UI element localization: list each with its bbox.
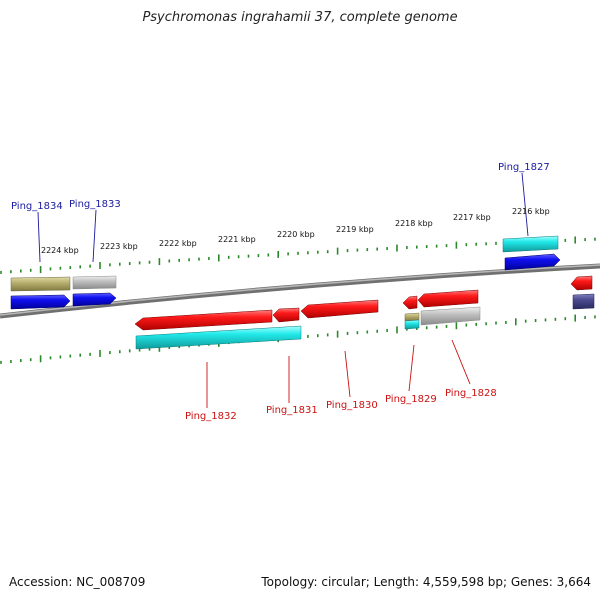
gene-feature-navy[interactable] <box>572 293 595 310</box>
gene-feature-gray[interactable] <box>72 275 117 290</box>
scale-label: 2222 kbp <box>159 239 197 248</box>
gene-leader-line <box>408 344 415 392</box>
scale-label: 2219 kbp <box>336 225 374 234</box>
gene-arrow-reverse[interactable] <box>402 295 418 310</box>
gene-arrow-forward[interactable] <box>504 253 561 271</box>
gene-feature-khaki[interactable] <box>10 276 71 292</box>
gene-feature-cyan[interactable] <box>404 319 420 330</box>
gene-feature-cyan[interactable] <box>502 235 559 253</box>
gene-arrow-reverse[interactable] <box>417 289 479 308</box>
accession-text: Accession: NC_008709 <box>9 575 146 589</box>
gene-label[interactable]: Ping_1830 <box>326 400 378 411</box>
gene-label[interactable]: Ping_1831 <box>266 405 318 416</box>
gene-arrow-forward[interactable] <box>10 294 71 310</box>
scale-label: 2218 kbp <box>395 219 433 228</box>
gene-arrow-reverse[interactable] <box>134 309 273 331</box>
gene-leader-line <box>92 209 97 263</box>
gene-leader-line <box>344 350 351 398</box>
gene-labels: Ping_1834 Ping_1833 Ping_1827 Ping_1832 Ping… <box>11 162 550 422</box>
gene-label[interactable]: Ping_1833 <box>69 199 121 210</box>
map-title: Psychromonas ingrahamii 37, complete gen… <box>142 10 458 25</box>
scale-label: 2220 kbp <box>277 230 315 239</box>
scale-label: 2223 kbp <box>100 242 138 251</box>
gene-arrow-reverse[interactable] <box>272 307 300 323</box>
feature-row-bottom <box>134 289 481 350</box>
scale-labels: 2224 kbp 2223 kbp 2222 kbp 2221 kbp 2220 kbp… <box>41 207 550 255</box>
scale-label: 2217 kbp <box>453 213 491 222</box>
gene-feature-cyan[interactable] <box>135 325 302 350</box>
gene-arrow-forward[interactable] <box>72 292 117 307</box>
scale-label: 2216 kbp <box>512 207 550 216</box>
gene-feature-khaki[interactable] <box>404 312 420 322</box>
feature-row-top <box>10 235 595 310</box>
tick-row-top <box>0 236 596 274</box>
gene-label[interactable]: Ping_1828 <box>445 388 497 399</box>
gene-leader-line <box>37 211 41 263</box>
scale-label: 2224 kbp <box>41 246 79 255</box>
gene-label[interactable]: Ping_1827 <box>498 162 550 173</box>
gene-arrow-reverse[interactable] <box>300 299 379 319</box>
genome-backbone <box>0 263 600 319</box>
tick-row-bottom <box>0 314 596 364</box>
gene-label[interactable]: Ping_1829 <box>385 394 437 405</box>
gene-leader-line <box>451 339 471 385</box>
gene-leader-line <box>521 172 529 237</box>
gene-arrow-reverse[interactable] <box>570 275 593 291</box>
gene-feature-gray[interactable] <box>420 306 481 326</box>
genome-summary-text: Topology: circular; Length: 4,559,598 bp… <box>261 575 591 589</box>
scale-label: 2221 kbp <box>218 235 256 244</box>
gene-label[interactable]: Ping_1832 <box>185 411 237 422</box>
gene-label[interactable]: Ping_1834 <box>11 201 63 212</box>
genome-backbone-highlight <box>0 264 600 316</box>
